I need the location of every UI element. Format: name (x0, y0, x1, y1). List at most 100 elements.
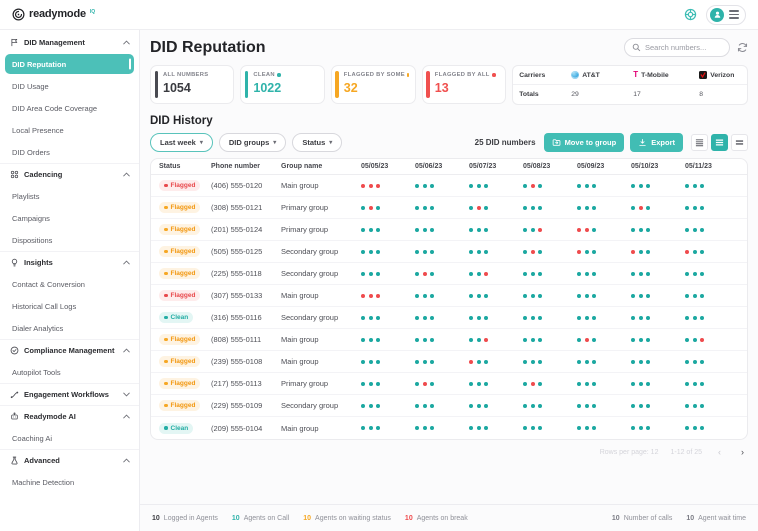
sidebar-section-compliance-management[interactable]: Compliance Management (0, 339, 139, 361)
table-row[interactable]: Clean (316) 555-0116 Secondary group (151, 307, 747, 329)
status-dot (277, 73, 281, 77)
search-input[interactable] (645, 43, 722, 52)
status-dot (164, 359, 168, 364)
sidebar-item-coaching-ai[interactable]: Coaching Ai (12, 433, 53, 443)
status-text: Clean (170, 424, 189, 432)
export-button[interactable]: Export (630, 133, 683, 152)
status-cell: Flagged (159, 400, 211, 411)
sidebar-section-engagement-workflows[interactable]: Engagement Workflows (0, 383, 139, 405)
table-row[interactable]: Flagged (201) 555-0124 Primary group (151, 219, 747, 241)
sidebar-section-advanced[interactable]: Advanced (0, 449, 139, 471)
table-row[interactable]: Flagged (225) 555-0118 Secondary group (151, 263, 747, 285)
clean-dot (538, 271, 542, 276)
table-row[interactable]: Flagged (505) 555-0125 Secondary group (151, 241, 747, 263)
table-row[interactable]: Flagged (308) 555-0121 Primary group (151, 197, 747, 219)
next-page-button[interactable]: › (741, 446, 744, 457)
density-relaxed-button[interactable] (731, 134, 748, 151)
clean-dot (361, 359, 365, 364)
selected-indicator (128, 58, 131, 70)
footer-stat-value: 10 (231, 514, 240, 522)
logo-icon (12, 8, 25, 21)
clean-dot (530, 426, 535, 430)
footer-stat-agent-wait-time: 10 Agent wait time (686, 515, 746, 522)
clean-dot (584, 403, 589, 408)
reputation-dots-cell (469, 381, 523, 386)
reputation-dots-cell (685, 403, 739, 408)
sidebar-item-did-reputation[interactable]: DID Reputation (5, 54, 134, 74)
flagged-dot (368, 205, 373, 210)
refresh-icon[interactable] (737, 42, 748, 53)
table-row[interactable]: Flagged (307) 555-0133 Main group (151, 285, 747, 307)
table-row[interactable]: Flagged (217) 555-0113 Primary group (151, 373, 747, 395)
sidebar-item-dispositions[interactable]: Dispositions (12, 235, 53, 245)
sidebar-section-readymode-ai[interactable]: Readymode AI (0, 405, 139, 427)
carriers-totals-row: Totals 29 17 8 (513, 85, 747, 104)
sidebar-section-cadencing[interactable]: Cadencing (0, 163, 139, 185)
reputation-dots-cell (361, 315, 415, 320)
sidebar-item-machine-detection[interactable]: Machine Detection (12, 477, 75, 487)
sidebar-item-dialer-analytics[interactable]: Dialer Analytics (12, 323, 64, 333)
reputation-dots-cell (577, 426, 631, 430)
status-badge: Flagged (159, 400, 201, 411)
flagged-dot (376, 183, 380, 188)
clean-dot (685, 205, 689, 210)
chevron-up-icon (123, 260, 130, 265)
reputation-dots-cell (631, 426, 685, 430)
clean-dot (638, 293, 643, 298)
table-row[interactable]: Flagged (229) 555-0109 Secondary group (151, 395, 747, 417)
clean-dot (368, 315, 373, 320)
clean-dot (638, 403, 643, 408)
sidebar-item-did-usage[interactable]: DID Usage (12, 81, 49, 91)
move-to-group-button[interactable]: Move to group (543, 133, 625, 152)
user-menu[interactable] (706, 4, 746, 25)
help-icon[interactable] (683, 7, 698, 22)
reputation-dots-cell (577, 403, 631, 408)
sidebar-item-autopilot-tools[interactable]: Autopilot Tools (12, 367, 61, 377)
sidebar-item-did-area-code-coverage[interactable]: DID Area Code Coverage (12, 103, 98, 113)
clean-dot (361, 249, 365, 254)
sidebar-item-local-presence[interactable]: Local Presence (12, 125, 64, 135)
sidebar-item-did-orders[interactable]: DID Orders (12, 147, 50, 157)
column-header-status: Status (159, 163, 181, 170)
table-row[interactable]: Flagged (239) 555-0108 Main group (151, 351, 747, 373)
reputation-dots-cell (631, 315, 685, 320)
flagged-dot (577, 249, 581, 254)
clean-dot (577, 426, 581, 430)
reputation-dots-cell (361, 271, 415, 276)
filter-last-week[interactable]: Last week ▾ (150, 133, 213, 152)
clean-dot (700, 183, 704, 188)
clean-dot (638, 337, 643, 342)
menu-icon[interactable] (729, 10, 739, 19)
clean-dot (430, 403, 434, 408)
brand-iq-badge: IQ (89, 9, 96, 15)
clean-dot (538, 183, 542, 188)
table-row[interactable]: Flagged (808) 555-0111 Main group (151, 329, 747, 351)
sidebar-item-contact-conversion[interactable]: Contact & Conversion (12, 279, 85, 289)
density-default-button[interactable] (711, 134, 728, 151)
reputation-dots-cell (523, 249, 577, 254)
carrier-name: AT&T (582, 71, 600, 79)
density-compact-button[interactable] (691, 134, 708, 151)
clean-dot (430, 249, 434, 254)
reputation-dots-cell (469, 337, 523, 342)
sidebar-section-did-management[interactable]: DID Management (0, 32, 139, 53)
table-row[interactable]: Flagged (406) 555-0120 Main group (151, 175, 747, 197)
clean-dot (476, 183, 481, 188)
sidebar-item-historical-call-logs[interactable]: Historical Call Logs (12, 301, 77, 311)
clean-dot (476, 249, 481, 254)
filter-label: Status (302, 138, 326, 147)
table-row[interactable]: Clean (209) 555-0104 Main group (151, 417, 747, 439)
avatar[interactable] (710, 7, 724, 22)
stat-accent-bar (335, 71, 339, 98)
filter-status[interactable]: Status ▾ (292, 133, 343, 152)
filter-did-groups[interactable]: DID groups ▾ (218, 133, 287, 152)
top-bar: readymode IQ (0, 0, 758, 30)
reputation-dots-cell (361, 381, 415, 386)
sidebar-item-playlists[interactable]: Playlists (12, 191, 40, 201)
sidebar-section-insights[interactable]: Insights (0, 251, 139, 273)
reputation-dots-cell (523, 403, 577, 408)
flagged-dot (631, 249, 635, 254)
prev-page-button[interactable]: ‹ (718, 446, 721, 457)
sidebar-item-campaigns[interactable]: Campaigns (12, 213, 50, 223)
clean-dot (530, 315, 535, 320)
